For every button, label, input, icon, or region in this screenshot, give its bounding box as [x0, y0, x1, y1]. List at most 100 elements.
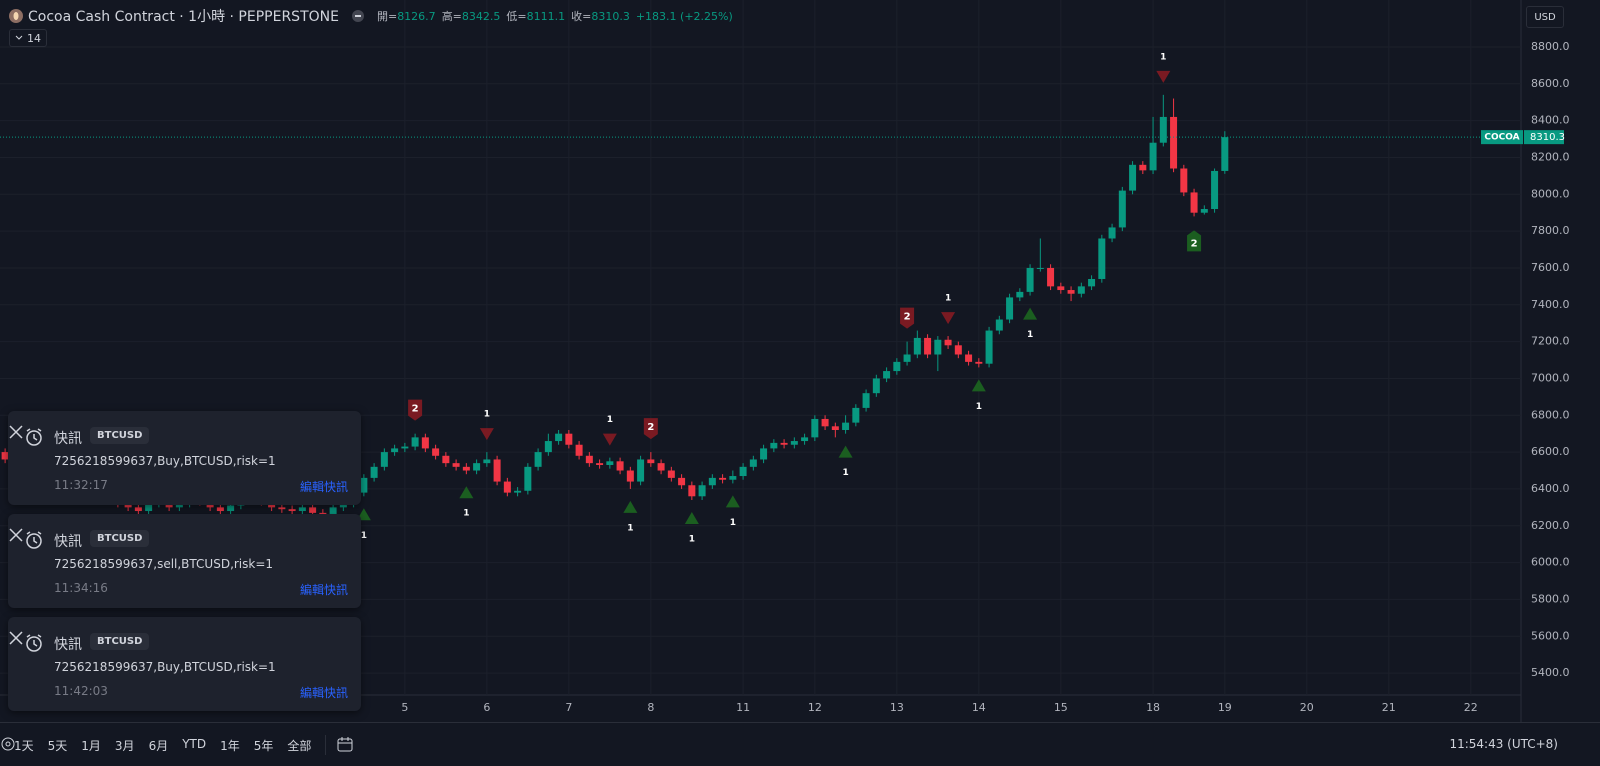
candle-body [780, 442, 788, 445]
signal-label: 2 [1191, 238, 1198, 249]
x-tick-label: 18 [1146, 701, 1160, 714]
candle-body [862, 393, 870, 408]
candle-body [175, 503, 183, 508]
x-tick-label: 22 [1464, 701, 1478, 714]
candle-body [1088, 278, 1096, 287]
candle-body [606, 461, 614, 465]
candle-body [278, 507, 286, 510]
candle-body [462, 466, 470, 471]
indicator-toggle[interactable]: 14 [9, 29, 47, 47]
candle-body [483, 459, 491, 464]
edit-alert[interactable]: 編輯快訊 [299, 480, 348, 494]
settings[interactable] [0, 736, 16, 752]
edit-alert[interactable]: 編輯快訊 [299, 583, 348, 597]
range-button[interactable]: 1年 [220, 738, 240, 753]
goto-date[interactable] [336, 736, 354, 754]
symbol-title[interactable]: Cocoa Cash Contract · 1小時 · PEPPERSTONE [28, 9, 339, 25]
price-tag [1524, 130, 1564, 145]
candle-body [1108, 227, 1116, 239]
y-tick-label: 7400.0 [1531, 298, 1570, 311]
candle-body [555, 433, 563, 442]
y-tick-label: 7200.0 [1531, 335, 1570, 348]
candle-body [1057, 286, 1065, 291]
buy-arrow [838, 445, 853, 458]
notification-message: 7256218599637,Buy,BTCUSD,risk=1 [54, 454, 276, 468]
notification-title: 快訊 [54, 637, 82, 653]
ohlc-label: 低= [506, 10, 527, 23]
chevron [15, 35, 23, 40]
range-button[interactable]: 1月 [81, 738, 101, 753]
symbol-tag [1481, 130, 1523, 145]
ohlc-label: 高= [441, 10, 462, 23]
y-tick-label: 5400.0 [1531, 666, 1570, 679]
candle-body [452, 463, 460, 467]
candle-body [893, 361, 901, 372]
notification-message: 7256218599637,sell,BTCUSD,risk=1 [54, 557, 274, 571]
range-button[interactable]: 5天 [47, 738, 68, 753]
candle-body [411, 437, 419, 447]
candle-body [985, 330, 993, 364]
candle-body [965, 354, 973, 362]
x-tick-label: 19 [1218, 701, 1232, 714]
y-tick-label: 5800.0 [1531, 592, 1570, 605]
signal-label: 1 [1160, 52, 1166, 62]
candle-body [596, 463, 604, 465]
x-tick-label: 5 [401, 701, 408, 714]
minimize-icon[interactable] [351, 9, 365, 23]
candle-body [647, 459, 655, 464]
candle-body [575, 444, 583, 456]
clock[interactable]: 11:54:43 (UTC+8) [1449, 737, 1558, 751]
symbol-badge: BTCUSD [90, 633, 150, 650]
symbol-icon [9, 9, 23, 23]
candle-body [657, 463, 665, 471]
notification-title: 快訊 [54, 534, 82, 550]
y-tick-label: 8400.0 [1531, 114, 1570, 127]
y-tick-label: 7000.0 [1531, 371, 1570, 384]
candle-body [1047, 267, 1055, 287]
candle-body [1149, 142, 1157, 171]
candle-body [1, 452, 9, 460]
candle-body [995, 319, 1003, 331]
buy-arrow [684, 511, 699, 524]
candle-body [1036, 267, 1044, 269]
range-button[interactable]: 6月 [148, 738, 169, 753]
candle-body [719, 477, 727, 480]
notification: 快訊 BTCUSD 7256218599637,Buy,BTCUSD,risk=1 1… [8, 411, 361, 505]
signal-label: 2 [647, 422, 654, 433]
ohlc-value: 8310.3 [591, 9, 630, 23]
close-button[interactable] [8, 630, 24, 646]
candle-body [227, 505, 235, 512]
candle-body [975, 361, 983, 364]
signal-label: 1 [689, 534, 695, 544]
close-button[interactable] [8, 527, 24, 543]
signal-label: 1 [627, 523, 633, 533]
range-button[interactable]: 全部 [287, 738, 312, 753]
notification-time: 11:42:03 [54, 684, 108, 698]
change: +183.1 (+2.25%) [635, 9, 733, 23]
candle-body [1016, 291, 1024, 298]
buy-arrow [725, 495, 740, 508]
x-tick-label: 20 [1300, 701, 1314, 714]
buy-arrow [1023, 307, 1038, 320]
sell-arrow [479, 428, 494, 441]
close-button[interactable] [8, 424, 24, 440]
candle-body [1221, 137, 1229, 171]
candle-body [1211, 170, 1219, 210]
candle-body [1098, 238, 1106, 279]
candle-body [329, 507, 337, 515]
range-button[interactable]: 3月 [114, 738, 135, 753]
edit-alert[interactable]: 編輯快訊 [299, 686, 348, 700]
y-tick-label: 7800.0 [1531, 224, 1570, 237]
signal-label: 1 [484, 410, 490, 420]
candle-body [1139, 164, 1147, 171]
candle-body [534, 452, 542, 467]
range-button[interactable]: YTD [182, 736, 207, 751]
range-button[interactable]: 1天 [14, 738, 34, 753]
range-button[interactable]: 5年 [253, 738, 274, 753]
notification: 快訊 BTCUSD 7256218599637,Buy,BTCUSD,risk=1 1… [8, 617, 361, 711]
candle-body [790, 441, 798, 445]
currency-button[interactable]: USD [1526, 6, 1564, 28]
candle-body [852, 407, 860, 423]
bottom-toolbar: 1天 5天 1月 3月 6月 YTD 1年 5年 全部 11:54:43 (UTC+8) [0, 722, 1600, 766]
